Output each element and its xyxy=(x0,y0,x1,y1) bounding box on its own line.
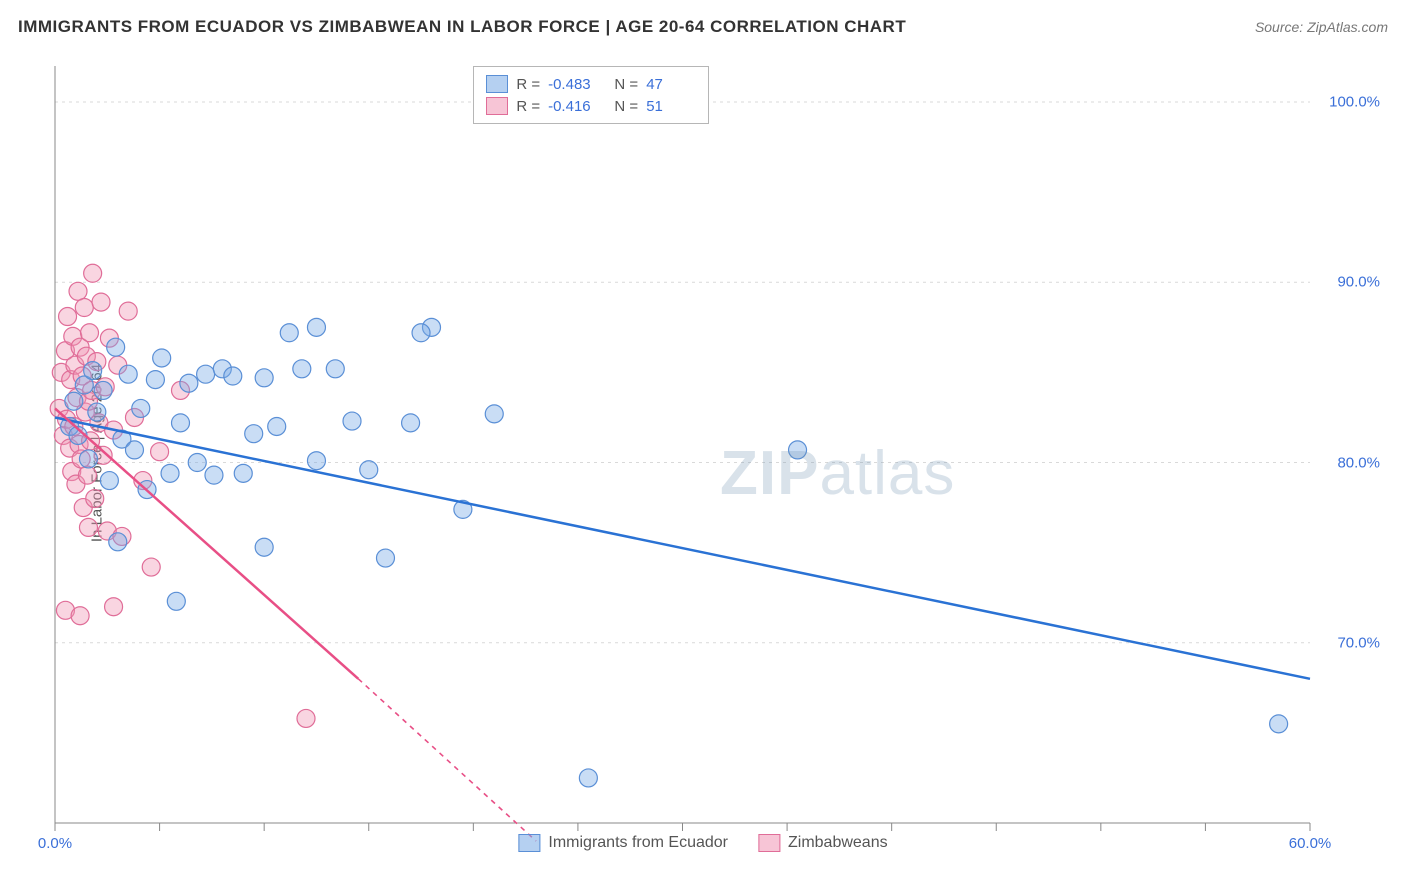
source-attribution: Source: ZipAtlas.com xyxy=(1255,19,1388,35)
legend-swatch xyxy=(518,834,540,852)
y-tick-label: 90.0% xyxy=(1337,274,1380,291)
legend-bottom: Immigrants from Ecuador Zimbabweans xyxy=(518,834,887,852)
legend-swatch xyxy=(758,834,780,852)
y-tick-label: 70.0% xyxy=(1337,634,1380,651)
y-tick-label: 100.0% xyxy=(1329,94,1380,111)
chart-header: IMMIGRANTS FROM ECUADOR VS ZIMBABWEAN IN… xyxy=(18,12,1388,42)
stat-r-label: R = xyxy=(516,76,540,93)
stats-legend-box: R = -0.483 N = 47R = -0.416 N = 51 xyxy=(473,66,709,124)
legend-item: Zimbabweans xyxy=(758,834,888,852)
plot-area: In Labor Force | Age 20-64 R = -0.483 N … xyxy=(0,48,1406,858)
stats-row: R = -0.483 N = 47 xyxy=(486,73,696,95)
stat-n-label: N = xyxy=(606,98,638,115)
stat-r-value: -0.483 xyxy=(548,76,598,93)
stat-n-value: 47 xyxy=(646,76,696,93)
chart-title: IMMIGRANTS FROM ECUADOR VS ZIMBABWEAN IN… xyxy=(18,17,906,37)
x-tick-label: 0.0% xyxy=(38,835,72,852)
stats-swatch xyxy=(486,97,508,115)
stat-r-value: -0.416 xyxy=(548,98,598,115)
stats-swatch xyxy=(486,75,508,93)
stat-r-label: R = xyxy=(516,98,540,115)
legend-label: Zimbabweans xyxy=(788,834,888,852)
legend-item: Immigrants from Ecuador xyxy=(518,834,728,852)
y-tick-label: 80.0% xyxy=(1337,454,1380,471)
stats-row: R = -0.416 N = 51 xyxy=(486,95,696,117)
legend-label: Immigrants from Ecuador xyxy=(548,834,728,852)
stat-n-value: 51 xyxy=(646,98,696,115)
x-tick-label: 60.0% xyxy=(1289,835,1332,852)
chart-svg xyxy=(0,48,1406,858)
stat-n-label: N = xyxy=(606,76,638,93)
